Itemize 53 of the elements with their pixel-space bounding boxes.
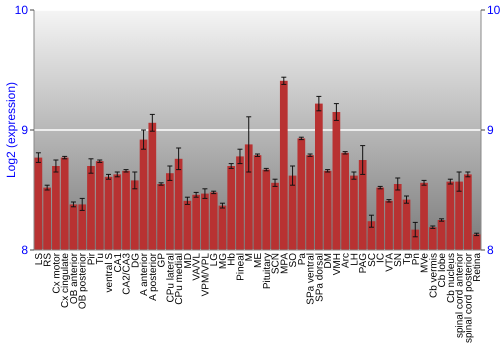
x-tick-label: Tu <box>95 253 106 264</box>
x-tick-label: MPA <box>279 252 290 274</box>
x-tick-label: Cb lobe <box>437 252 448 288</box>
x-tick-label: MVe <box>420 252 431 274</box>
y-tick-label: 8 <box>21 243 28 258</box>
x-tick-label: LH <box>349 253 360 266</box>
x-tick-label: MG <box>218 252 229 270</box>
x-tick-label: SC <box>366 253 378 267</box>
x-tick-label: SCN <box>270 253 282 274</box>
x-tick-label: Pir <box>86 252 98 266</box>
x-tick-label: VMH <box>332 253 343 276</box>
x-tick-label: CPu medial <box>174 253 186 305</box>
x-tick-label: CA1 <box>112 252 124 272</box>
x-tick-label: DG <box>130 252 142 268</box>
x-tick-label: Cx motor <box>51 252 62 294</box>
y-axis-title: Log2 (expression) <box>4 82 18 178</box>
y-tick-label: 10 <box>14 3 28 18</box>
x-tick-label: Cx cingulate <box>60 252 72 308</box>
x-tick-label: CA2/CA3 <box>122 252 133 295</box>
x-tick-label: Arc <box>340 253 352 268</box>
y2-tick-label: 10 <box>487 3 500 18</box>
x-tick-label: SO <box>288 252 300 268</box>
x-tick-label: Retina <box>472 252 484 282</box>
y2-tick-label: 9 <box>487 123 494 138</box>
x-tick-label: LS <box>34 252 45 266</box>
x-tick-label: VTA <box>384 252 396 272</box>
x-tick-label: VPM/VPL <box>200 252 212 296</box>
x-tick-label: PAG <box>358 252 370 274</box>
x-tick-label: Pineal <box>235 253 246 281</box>
x-tick-label: Pituitary <box>262 253 273 290</box>
x-tick-label: Hb <box>226 252 238 266</box>
x-tick-label: SPa dorsal <box>314 253 326 302</box>
x-tick-label: RS <box>42 252 54 267</box>
x-tick-label: IC <box>376 253 387 263</box>
x-tick-label: spinal cord posterior <box>463 252 474 344</box>
x-tick-label: Cb nucleus <box>446 253 457 304</box>
x-tick-label: OB posterior <box>78 252 89 310</box>
x-tick-label: ventral S <box>104 252 115 292</box>
y-tick-label: 9 <box>21 123 28 138</box>
x-tick-label: OB anterior <box>68 252 80 304</box>
x-tick-label: LG <box>209 252 220 266</box>
x-tick-label: DM <box>323 253 334 269</box>
x-tick-label: SN <box>393 253 404 267</box>
y2-tick-label: 8 <box>487 243 494 258</box>
x-tick-label: A anterior <box>139 252 150 296</box>
x-tick-label: spinal cord anterior <box>454 252 466 338</box>
x-tick-label: Tg <box>402 253 413 265</box>
x-tick-label: Pa <box>296 252 308 266</box>
x-tick-label: M <box>244 253 256 262</box>
x-tick-label: ME <box>253 252 264 268</box>
x-tick-label: A posterior <box>148 252 159 301</box>
x-tick-label: Pn <box>410 253 422 266</box>
x-tick-label: GP <box>156 252 168 268</box>
